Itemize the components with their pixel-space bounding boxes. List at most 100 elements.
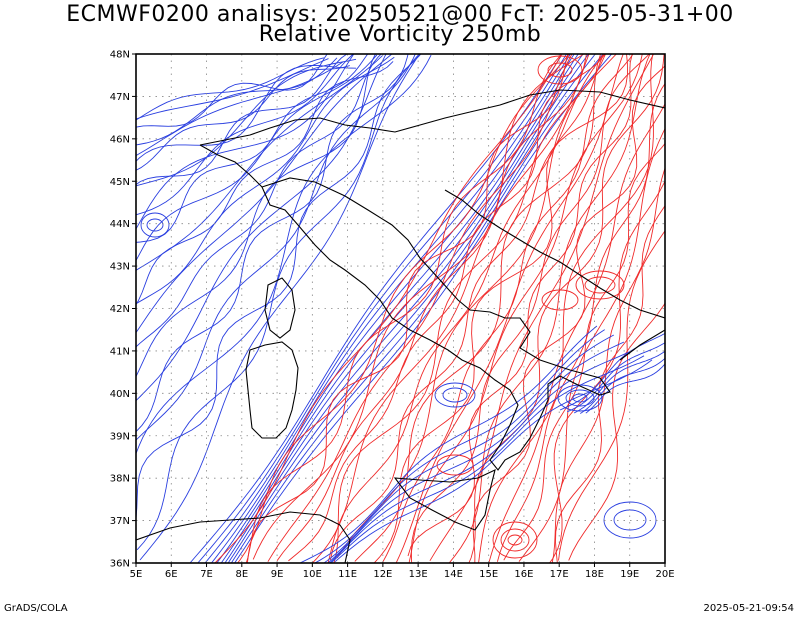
neg-band-contour — [330, 355, 645, 563]
lat-tick-label: 36N — [110, 559, 130, 570]
lat-tick-label: 46N — [110, 134, 130, 145]
pos-contour-line — [311, 54, 590, 563]
lon-tick-label: 12E — [373, 569, 392, 580]
chart-title: ECMWF0200 analisys: 20250521@00 FcT: 202… — [66, 2, 734, 27]
pos-contour-line — [503, 142, 665, 561]
neg-band-contour — [299, 325, 598, 563]
pos-contour-line — [488, 102, 665, 563]
neg-contour-line — [136, 54, 369, 243]
neg-band-contour — [579, 357, 665, 414]
neg-band-contour — [573, 350, 665, 414]
chart-subtitle: Relative Vorticity 250mb — [258, 22, 542, 47]
lon-tick-label: 9E — [271, 569, 284, 580]
lat-tick-label: 38N — [110, 474, 130, 485]
pos-contour-line — [276, 54, 587, 561]
pos-contour-line — [555, 204, 665, 563]
neg-contour-line — [136, 58, 357, 187]
lon-tick-label: 7E — [200, 569, 213, 580]
neg-band-contour — [323, 334, 615, 563]
neg-band-contour — [585, 363, 665, 414]
neg-contour-line — [136, 61, 394, 306]
pos-contour-line — [518, 127, 665, 562]
neg-contour-line — [136, 57, 325, 121]
lat-tick-label: 37N — [110, 516, 130, 527]
neg-contour-line — [136, 54, 354, 216]
lat-tick-label: 47N — [110, 92, 130, 103]
neg-jet-contour — [224, 54, 590, 563]
graticule — [136, 54, 665, 563]
pos-contour-line — [245, 54, 563, 563]
lat-tick-label: 41N — [110, 346, 130, 357]
pos-contour-line — [429, 54, 655, 562]
pos-contour-line — [551, 166, 665, 563]
pos-contour-line — [329, 54, 605, 561]
lon-tick-label: 13E — [409, 569, 428, 580]
lon-tick-label: 14E — [444, 569, 463, 580]
neg-contour-line — [136, 54, 420, 551]
pos-contour-line — [448, 54, 651, 563]
lat-tick-label: 44N — [110, 219, 130, 230]
pos-contour-line — [395, 54, 624, 563]
pos-contour-line — [472, 65, 665, 563]
vorticity-cells — [140, 55, 657, 559]
render-timestamp: 2025-05-21-09:54 — [703, 603, 794, 614]
pos-contour-line — [333, 54, 606, 563]
neg-jet-contour — [227, 54, 596, 563]
pos-contour-line — [478, 54, 654, 563]
lon-tick-label: 18E — [585, 569, 604, 580]
pos-contour-line — [288, 54, 606, 562]
negative-vorticity-contours — [136, 54, 613, 563]
neg-contour-line — [136, 57, 338, 146]
pos-contour-line — [354, 54, 602, 562]
neg-band-contour — [313, 329, 605, 563]
neg-band-contour — [567, 342, 665, 413]
pos-contour-line — [548, 179, 665, 563]
neg-contour-line — [136, 58, 329, 120]
coastlines — [136, 89, 665, 563]
lat-tick-label: 45N — [110, 177, 130, 188]
pos-contour-line — [336, 54, 617, 559]
latitude-labels: 36N 37N 38N 39N 40N 41N 42N 43N 44N 45N 46N 47N 48N — [110, 50, 130, 570]
neg-jet-contour — [230, 54, 604, 563]
pos-contour-line — [252, 54, 585, 560]
pos-contour-line — [381, 54, 634, 563]
lon-tick-label: 11E — [338, 569, 357, 580]
lon-tick-label: 17E — [550, 569, 569, 580]
pos-contour-line — [568, 302, 665, 561]
positive-vorticity-contours — [214, 54, 665, 563]
pos-contour-line — [496, 82, 665, 562]
neg-contour-line — [136, 54, 387, 402]
lon-tick-label: 19E — [620, 569, 639, 580]
neg-contour-line — [136, 54, 383, 348]
pos-contour-line — [236, 54, 570, 563]
lon-tick-label: 20E — [655, 569, 674, 580]
pos-contour-line — [373, 54, 628, 563]
neg-contour-line — [136, 61, 344, 157]
neg-contour-line — [136, 54, 378, 262]
contour-field — [136, 54, 665, 563]
lon-tick-label: 6E — [165, 569, 178, 580]
pos-contour-line — [246, 54, 569, 563]
lat-tick-label: 43N — [110, 262, 130, 273]
neg-contour-line — [136, 56, 395, 305]
neg-contour-line — [136, 65, 350, 171]
longitude-labels: 5E 6E 7E 8E 9E 10E 11E 12E 13E 14E 15E 16E 17E 18E 19E… — [130, 569, 675, 580]
lon-tick-label: 5E — [130, 569, 143, 580]
neg-band-contour — [329, 349, 635, 563]
neg-jet-contour — [234, 54, 613, 563]
neg-jet-contour — [197, 54, 567, 563]
neg-jet-contour — [189, 54, 562, 563]
neg-band-contour — [327, 341, 625, 563]
lon-tick-label: 8E — [235, 569, 248, 580]
lat-tick-label: 42N — [110, 304, 130, 315]
pos-contour-line — [327, 54, 605, 563]
neg-contour-line — [136, 54, 409, 433]
neg-contour-line — [136, 54, 422, 521]
lon-tick-label: 10E — [303, 569, 322, 580]
neg-contour-line — [136, 55, 383, 271]
lat-tick-label: 39N — [110, 431, 130, 442]
lat-tick-label: 40N — [110, 389, 130, 400]
neg-contour-line — [136, 54, 393, 334]
pos-contour-line — [468, 54, 665, 563]
